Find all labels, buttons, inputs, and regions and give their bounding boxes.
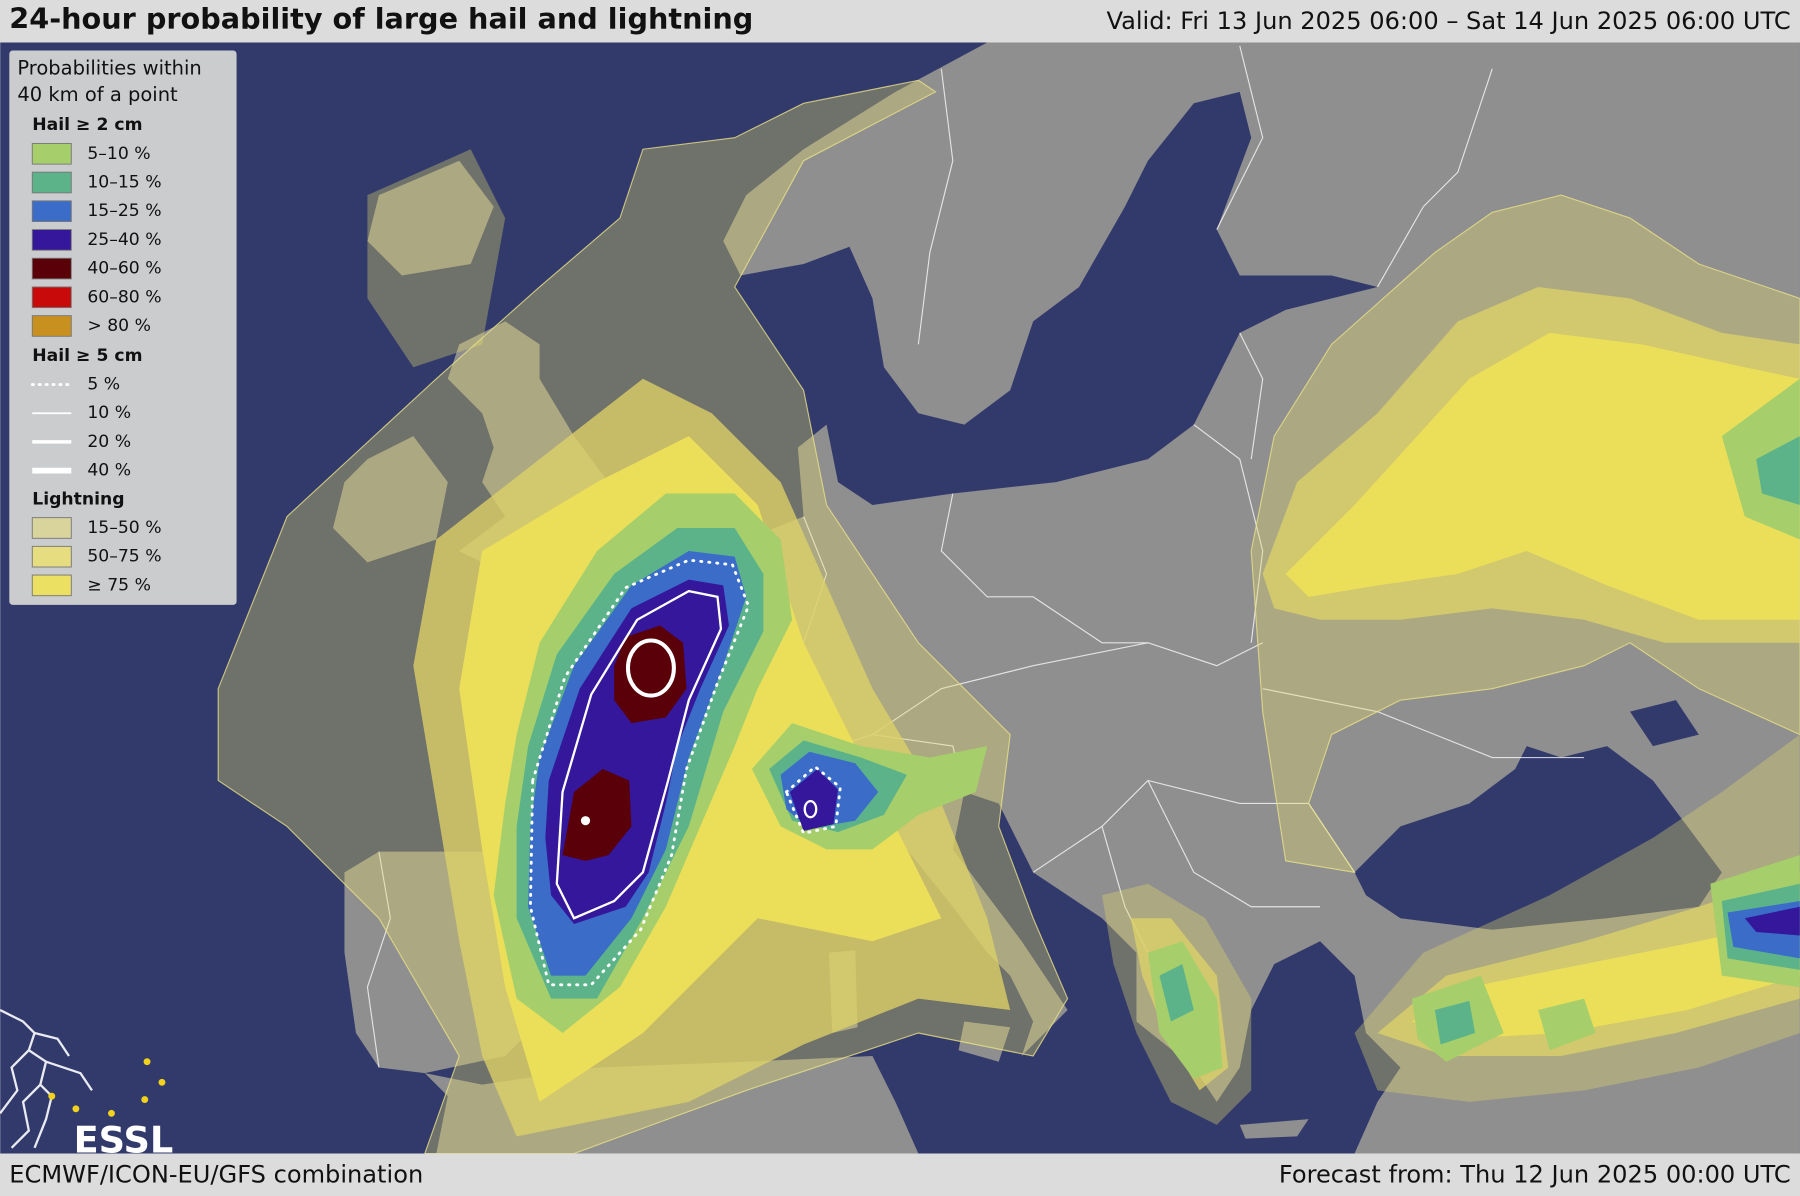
legend-label: 20 % bbox=[87, 432, 131, 452]
map-area bbox=[1434, 1000, 1476, 1045]
legend-label: 40–60 % bbox=[87, 259, 161, 279]
legend-heading: Hail ≥ 2 cm bbox=[32, 115, 142, 135]
legend-heading: Lightning bbox=[32, 489, 124, 509]
map-area bbox=[789, 769, 839, 832]
legend-swatch bbox=[31, 229, 72, 251]
legend-label: 60–80 % bbox=[87, 287, 161, 307]
legend: Probabilities within 40 km of a point Ha… bbox=[9, 50, 237, 605]
header: 24-hour probability of large hail and li… bbox=[9, 2, 1790, 36]
legend-label: 10–15 % bbox=[87, 172, 161, 192]
legend-swatch bbox=[31, 200, 72, 222]
footer-bar bbox=[0, 1153, 1800, 1196]
legend-heading: Hail ≥ 5 cm bbox=[32, 346, 142, 366]
legend-title: Probabilities within bbox=[17, 56, 201, 79]
logo: ESSL bbox=[0, 1009, 174, 1161]
map-area bbox=[1744, 906, 1800, 936]
legend-label: 15–50 % bbox=[87, 518, 161, 538]
valid-period: Valid: Fri 13 Jun 2025 06:00 – Sat 14 Ju… bbox=[1106, 7, 1790, 35]
legend-swatch bbox=[31, 517, 72, 539]
legend-hail-2cm: 5–10 % 10–15 % 15–25 % 25–40 % 40–60 % 60–80 … bbox=[31, 143, 162, 337]
legend-swatch bbox=[31, 574, 72, 597]
map-area bbox=[1159, 964, 1194, 1022]
model-source: ECMWF/ICON-EU/GFS combination bbox=[9, 1160, 423, 1188]
map-area bbox=[1756, 436, 1800, 506]
forecast-issued: Forecast from: Thu 12 Jun 2025 00:00 UTC bbox=[1279, 1160, 1791, 1188]
title: 24-hour probability of large hail and li… bbox=[9, 2, 753, 36]
legend-label: > 80 % bbox=[87, 316, 151, 336]
hail-areas bbox=[493, 378, 1800, 1079]
legend-swatch bbox=[31, 286, 72, 309]
map-area bbox=[1538, 998, 1596, 1051]
legend-label: 10 % bbox=[87, 403, 131, 423]
hail-5cm-contours bbox=[528, 558, 842, 987]
legend-swatch bbox=[31, 171, 72, 194]
legend-swatch bbox=[31, 257, 72, 280]
legend-hail-5cm-lines bbox=[30, 383, 73, 474]
hail-5cm-max bbox=[580, 816, 591, 826]
legend-label: 5 % bbox=[87, 375, 120, 395]
legend-label: 40 % bbox=[87, 461, 131, 481]
map bbox=[0, 42, 1800, 1154]
legend-title: 40 km of a point bbox=[17, 83, 178, 106]
legend-label: 50–75 % bbox=[87, 547, 161, 567]
legend-swatch bbox=[31, 143, 72, 165]
legend-label: ≥ 75 % bbox=[87, 575, 151, 595]
logo-text: ESSL bbox=[74, 1118, 174, 1161]
legend-swatch bbox=[31, 315, 72, 337]
legend-swatch bbox=[31, 545, 72, 568]
header-bar bbox=[0, 0, 1800, 43]
legend-label: 5–10 % bbox=[87, 144, 150, 164]
map-area bbox=[562, 769, 632, 861]
footer: ECMWF/ICON-EU/GFS combination Forecast f… bbox=[9, 1160, 1790, 1188]
legend-lightning: 15–50 % 50–75 % ≥ 75 % bbox=[31, 517, 162, 597]
legend-label: 15–25 % bbox=[87, 201, 161, 221]
legend-label: 25–40 % bbox=[87, 230, 161, 250]
